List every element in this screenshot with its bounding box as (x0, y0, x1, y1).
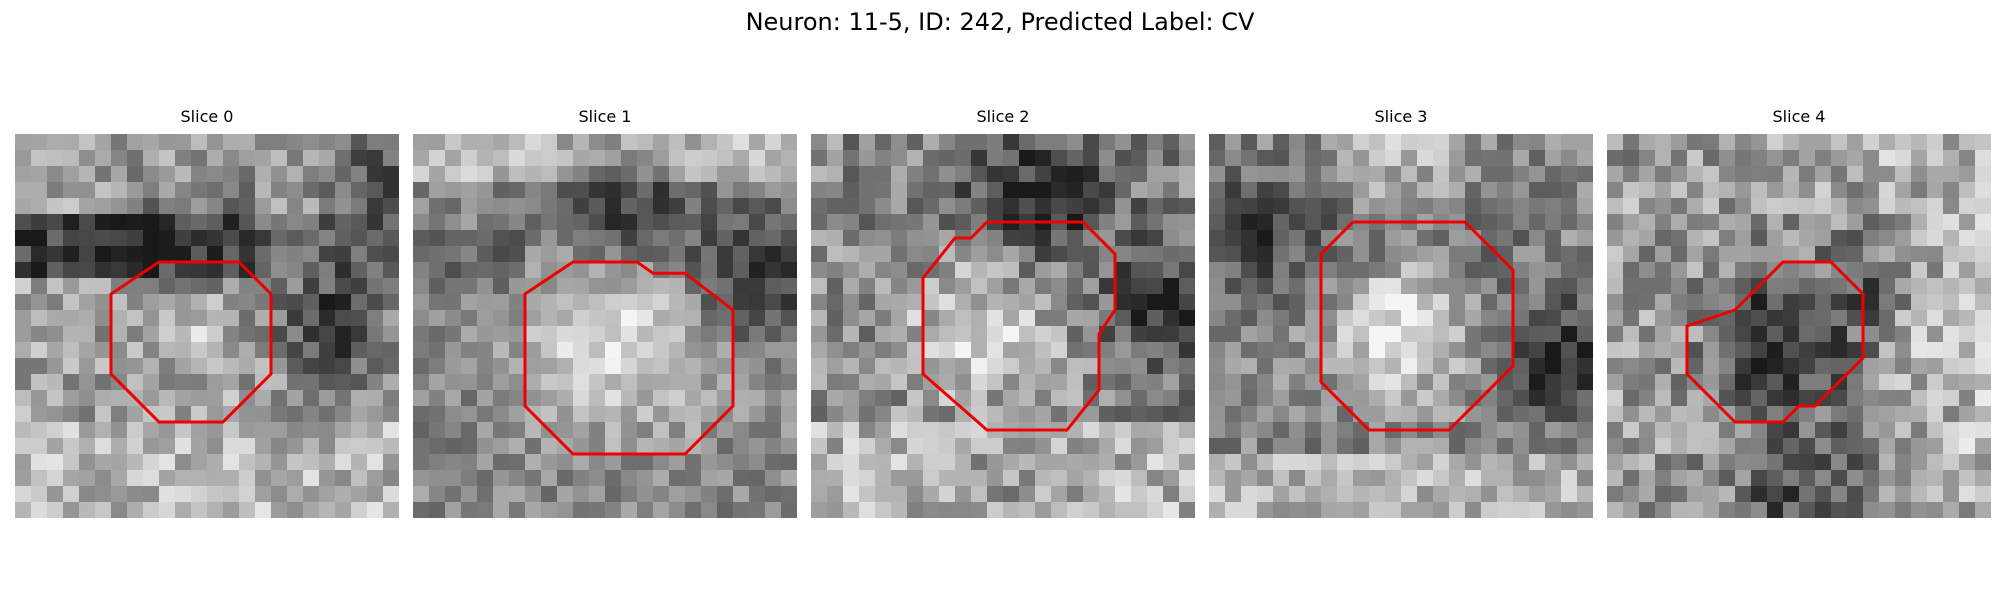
roi-contour (109, 260, 273, 424)
slice-image-canvas (1607, 134, 1991, 518)
slice-title: Slice 1 (578, 107, 632, 126)
slice-title: Slice 0 (180, 107, 234, 126)
slice-image (413, 134, 797, 518)
roi-contour (1319, 220, 1515, 432)
slice-image-canvas (15, 134, 399, 518)
slice-image-canvas (413, 134, 797, 518)
slice-title: Slice 3 (1374, 107, 1428, 126)
slice-title: Slice 2 (976, 107, 1030, 126)
slice-image (1209, 134, 1593, 518)
slice-image (1607, 134, 1991, 518)
slice-image (15, 134, 399, 518)
slice-image-canvas (1209, 134, 1593, 518)
roi-contour (523, 260, 735, 456)
slice-image (811, 134, 1195, 518)
slice-title: Slice 4 (1772, 107, 1826, 126)
roi-contour (921, 220, 1117, 432)
figure-title: Neuron: 11-5, ID: 242, Predicted Label: … (745, 8, 1255, 36)
slice-image-canvas (811, 134, 1195, 518)
roi-contour (1685, 260, 1865, 424)
